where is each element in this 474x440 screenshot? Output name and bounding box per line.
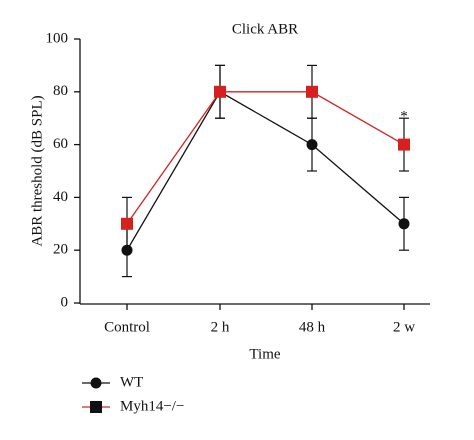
legend-label: WT xyxy=(120,374,143,390)
data-point xyxy=(398,138,410,151)
y-tick-label: 80 xyxy=(53,83,68,99)
y-tick-label: 100 xyxy=(46,30,69,46)
data-point xyxy=(398,218,410,230)
y-tick-label: 40 xyxy=(53,189,68,205)
y-tick-label: 20 xyxy=(53,242,68,258)
x-tick-label: Control xyxy=(104,319,150,335)
x-tick-label: 48 h xyxy=(299,319,326,335)
y-axis-label: ABR threshold (dB SPL) xyxy=(29,95,45,246)
series-line xyxy=(126,91,405,225)
legend-marker xyxy=(90,401,102,413)
series-line xyxy=(126,90,405,251)
data-point xyxy=(214,85,226,98)
legend-marker xyxy=(90,377,102,389)
data-point xyxy=(121,217,133,230)
data-point xyxy=(121,244,133,256)
x-tick-label: 2 h xyxy=(211,319,230,335)
y-tick-label: 0 xyxy=(61,294,69,310)
x-tick-label: 2 w xyxy=(393,319,415,335)
data-point xyxy=(306,85,318,98)
chart-title: Click ABR xyxy=(232,21,298,37)
x-axis-label: Time xyxy=(249,346,280,362)
legend-label: Myh14−/− xyxy=(120,398,184,414)
data-point xyxy=(306,139,318,151)
y-tick-label: 60 xyxy=(53,136,68,152)
annotation: * xyxy=(400,108,408,124)
